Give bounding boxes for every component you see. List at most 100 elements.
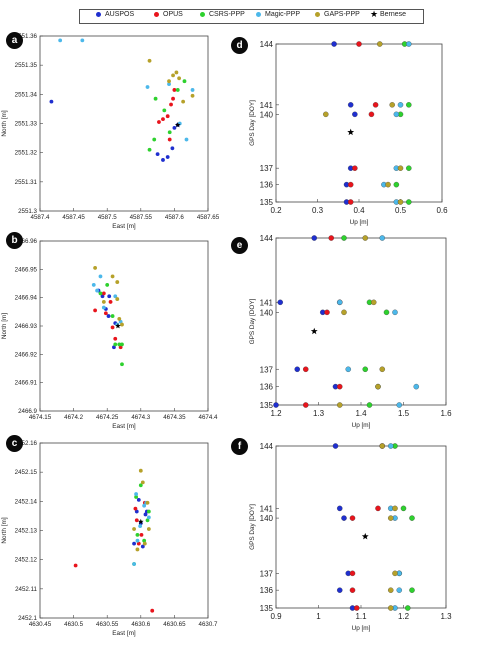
point-csrs-ppp <box>400 505 407 512</box>
point-csrs-ppp <box>142 538 147 543</box>
x-tick-label: 0.9 <box>270 612 282 621</box>
point-bernese <box>347 128 355 136</box>
y-tick-label: 2551.33 <box>15 121 38 128</box>
x-tick-label: 4630.5 <box>64 621 83 628</box>
point-csrs-ppp <box>146 509 151 514</box>
point-auspos <box>106 314 111 318</box>
point-gaps-ppp <box>117 317 122 321</box>
point-opus <box>150 608 155 613</box>
panel-label-a: a <box>6 32 23 49</box>
point-gaps-ppp <box>376 41 383 47</box>
y-axis-label: North [m] <box>1 517 8 544</box>
point-opus <box>101 291 106 296</box>
point-auspos <box>352 111 358 118</box>
x-axis-label: East [m] <box>112 223 136 230</box>
point-opus <box>353 605 360 611</box>
point-magic-ppp <box>113 294 118 299</box>
y-tick-label: 136 <box>260 181 274 190</box>
point-opus <box>110 325 115 330</box>
point-magic-ppp <box>80 38 85 43</box>
x-axis-label: East [m] <box>112 423 136 430</box>
point-csrs-ppp <box>362 366 368 373</box>
y-tick-label: 2452.12 <box>15 557 38 564</box>
x-tick-label: 1.3 <box>313 409 325 418</box>
point-csrs-ppp <box>152 137 157 142</box>
legend: AUSPOS OPUS CSRS-PPP Magic-PPP GAPS-PPP … <box>79 9 424 24</box>
y-tick-label: 137 <box>260 164 274 173</box>
point-gaps-ppp <box>379 366 385 373</box>
point-magic-ppp <box>392 309 398 316</box>
x-axis-label: Up [m] <box>352 625 371 632</box>
point-opus <box>134 518 139 523</box>
point-gaps-ppp <box>341 309 347 316</box>
point-opus <box>349 570 356 577</box>
y-tick-label: 2466.94 <box>15 295 38 302</box>
y-tick-label: 2452.1 <box>18 615 37 622</box>
point-auspos <box>277 299 283 306</box>
point-gaps-ppp <box>115 280 120 284</box>
x-tick-label: 1.2 <box>270 409 282 418</box>
x-tick-label: 0.2 <box>270 206 282 215</box>
point-magic-ppp <box>184 137 189 142</box>
point-opus <box>328 235 334 241</box>
point-auspos <box>273 402 279 408</box>
point-csrs-ppp <box>406 102 412 108</box>
point-csrs-ppp <box>135 532 140 537</box>
point-opus <box>139 532 144 537</box>
y-tick-label: 2452.14 <box>15 498 38 505</box>
point-magic-ppp <box>98 274 103 279</box>
point-gaps-ppp <box>389 102 395 108</box>
x-tick-label: 4587.5 <box>98 214 117 221</box>
point-opus <box>108 300 113 304</box>
point-opus <box>161 117 165 122</box>
point-opus <box>157 120 161 124</box>
point-gaps-ppp <box>135 547 140 552</box>
point-gaps-ppp <box>387 587 394 593</box>
point-csrs-ppp <box>120 342 124 347</box>
point-magic-ppp <box>406 41 412 47</box>
point-auspos <box>165 155 170 159</box>
y-tick-label: 2452.16 <box>15 440 38 447</box>
point-opus <box>167 137 172 142</box>
point-auspos <box>170 146 175 151</box>
point-gaps-ppp <box>370 299 377 306</box>
plot-frame <box>39 240 209 412</box>
point-bernese <box>361 532 369 540</box>
point-opus <box>368 111 375 118</box>
legend-marker-gaps <box>315 12 320 17</box>
point-gaps-ppp <box>375 383 381 390</box>
point-csrs-ppp <box>120 362 124 367</box>
x-tick-label: 4630.6 <box>131 621 150 628</box>
x-tick-label: 1.3 <box>440 612 452 621</box>
plot-frame <box>39 442 209 619</box>
point-gaps-ppp <box>171 73 175 78</box>
point-magic-ppp <box>142 503 147 508</box>
point-opus <box>302 366 309 373</box>
point-magic-ppp <box>336 299 343 306</box>
y-tick-label: 2452.15 <box>15 469 38 476</box>
y-tick-label: 135 <box>260 604 274 613</box>
panel-a: 4587.4 4587.45 4587.5 4587.55 4587.6 4587.65 2… <box>1 33 220 230</box>
panel-label-e: e <box>231 237 248 254</box>
point-csrs-ppp <box>383 309 390 316</box>
point-gaps-ppp <box>392 570 398 577</box>
point-magic-ppp <box>379 235 385 241</box>
point-auspos <box>100 294 105 299</box>
y-axis-label: GPS Day [DOY] <box>249 100 256 146</box>
point-opus <box>103 311 108 316</box>
x-tick-label: 1.1 <box>355 612 367 621</box>
x-tick-label: 4587.65 <box>197 214 220 221</box>
point-opus <box>356 41 362 47</box>
point-gaps-ppp <box>147 58 152 63</box>
point-magic-ppp <box>135 538 140 543</box>
y-tick-label: 2466.96 <box>15 238 38 245</box>
point-magic-ppp <box>413 383 419 390</box>
y-tick-label: 2452.11 <box>15 586 37 593</box>
point-csrs-ppp <box>117 342 122 347</box>
y-tick-label: 144 <box>260 234 274 243</box>
panel-c: 4630.45 4630.5 4630.55 4630.6 4630.65 4630.7 2… <box>1 440 218 637</box>
point-csrs-ppp <box>145 518 150 523</box>
x-tick-label: 4630.65 <box>163 621 186 628</box>
point-csrs-ppp <box>182 79 187 84</box>
